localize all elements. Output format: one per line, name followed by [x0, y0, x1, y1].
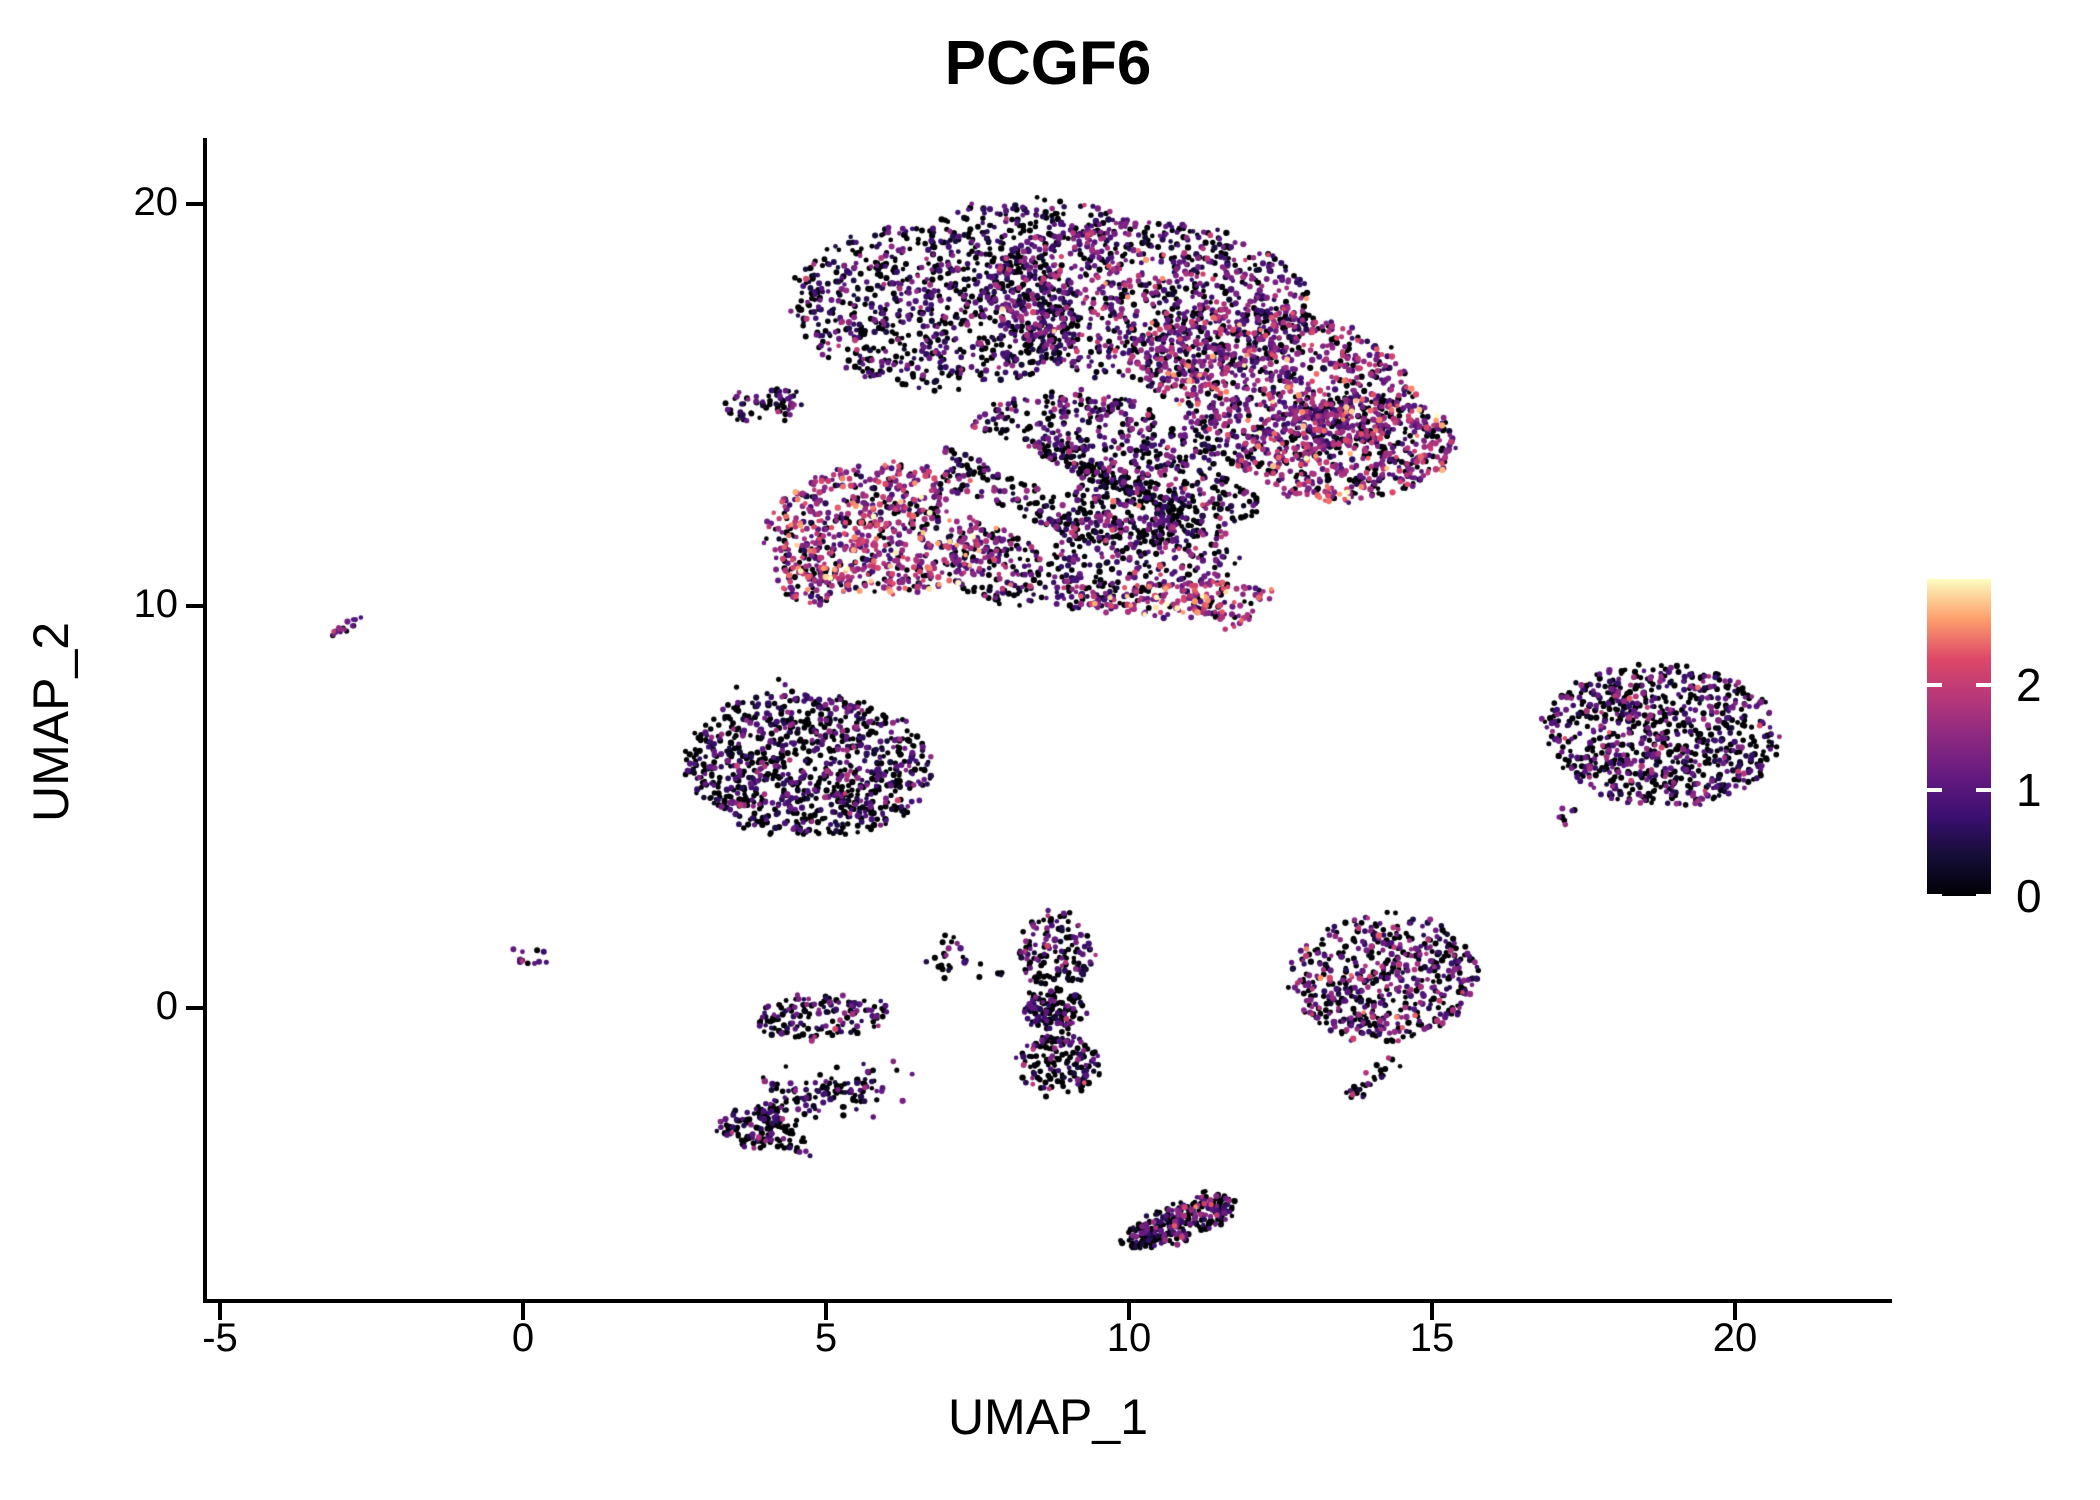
- y-axis-line: [203, 138, 207, 1303]
- x-tick-mark: [521, 1303, 525, 1320]
- colorbar-tick-label: 0: [2016, 870, 2042, 922]
- x-tick-label: 15: [1409, 1316, 1455, 1360]
- x-tick-label: -5: [202, 1316, 238, 1360]
- colorbar-tick-mark: [1976, 682, 1991, 687]
- colorbar-gradient: [1927, 579, 1991, 896]
- y-tick-label: 0: [155, 984, 178, 1028]
- y-tick-mark: [186, 604, 203, 608]
- y-tick-label: 10: [133, 582, 179, 626]
- x-tick-mark: [1733, 1303, 1737, 1320]
- colorbar-tick-label: 2: [2016, 658, 2042, 711]
- x-tick-mark: [218, 1303, 222, 1320]
- x-tick-mark: [1430, 1303, 1434, 1320]
- y-tick-mark: [186, 1006, 203, 1010]
- colorbar-tick-mark: [1976, 788, 1991, 793]
- x-axis-line: [203, 1299, 1892, 1303]
- y-tick-mark: [186, 202, 203, 206]
- colorbar-tick-mark: [1927, 682, 1942, 687]
- x-axis-label: UMAP_1: [947, 1389, 1149, 1445]
- plot-title: PCGF6: [944, 29, 1152, 98]
- colorbar-tick-label: 1: [2016, 764, 2042, 817]
- x-tick-label: 0: [511, 1316, 535, 1360]
- x-tick-mark: [1127, 1303, 1131, 1320]
- colorbar-tick-mark: [1927, 894, 1942, 898]
- x-tick-mark: [824, 1303, 828, 1320]
- colorbar-tick-mark: [1927, 788, 1942, 793]
- x-tick-label: 5: [814, 1316, 838, 1360]
- colorbar-tick-mark: [1976, 894, 1991, 898]
- x-tick-label: 20: [1712, 1316, 1758, 1360]
- y-tick-label: 20: [133, 180, 179, 224]
- x-tick-label: 10: [1106, 1316, 1152, 1360]
- y-axis-label: UMAP_2: [23, 621, 79, 822]
